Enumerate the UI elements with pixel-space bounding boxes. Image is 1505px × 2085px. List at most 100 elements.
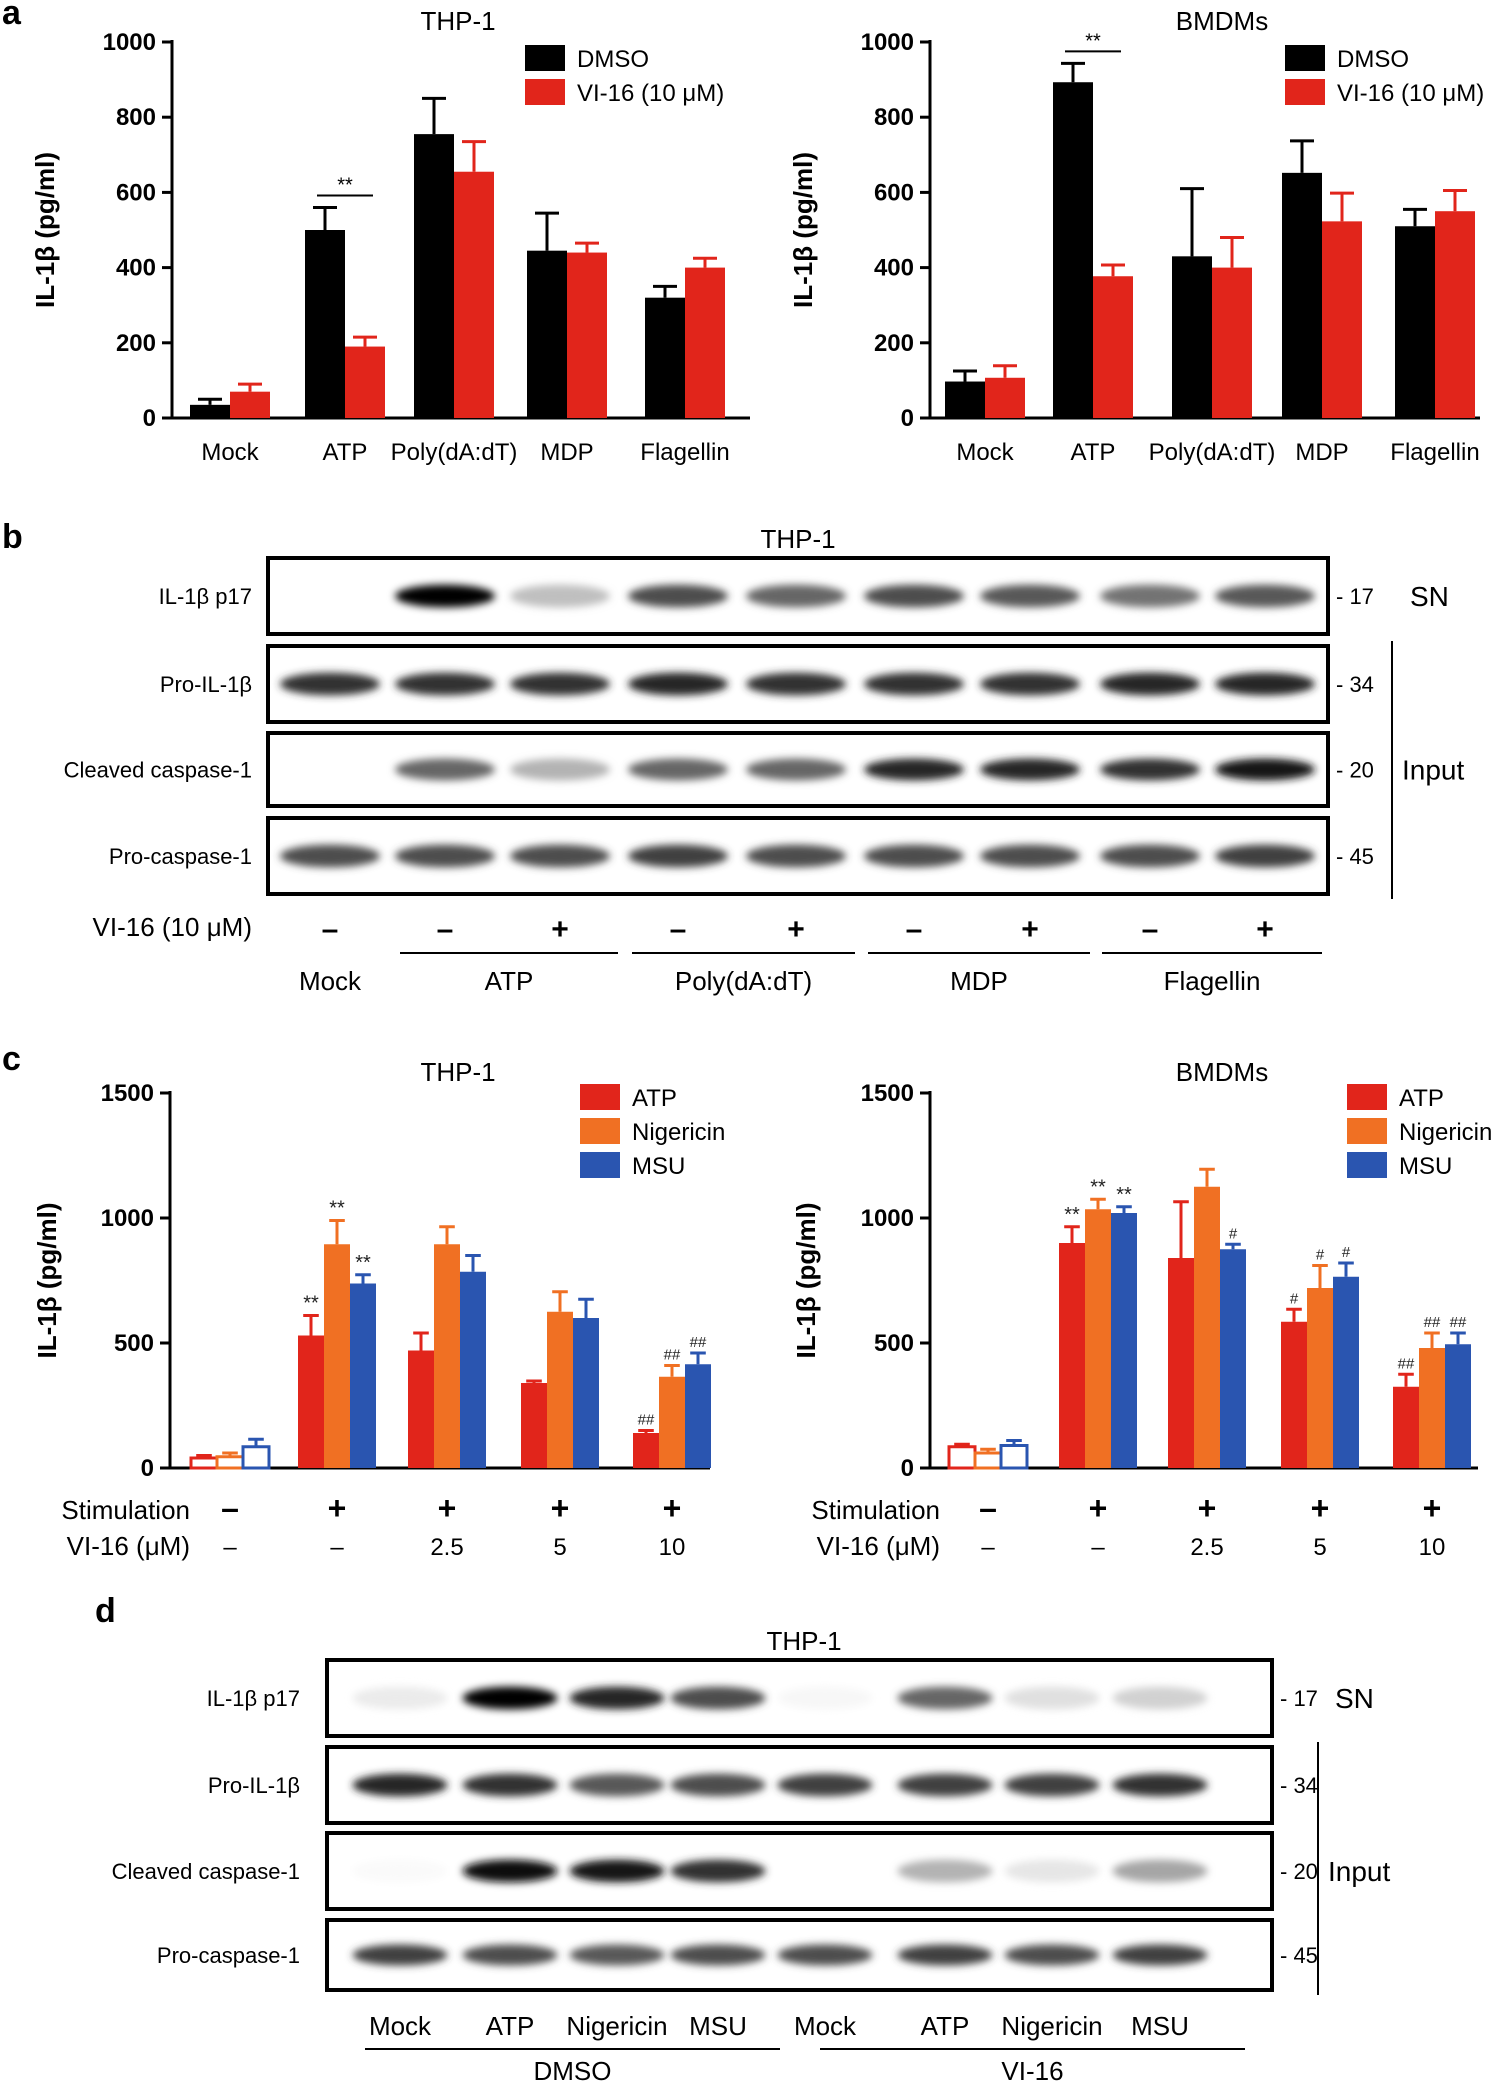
- lane-label: Nigericin: [1001, 2011, 1102, 2041]
- group-label: VI-16: [1001, 2056, 1063, 2085]
- treatment-label: VI-16 (10 μM): [93, 912, 252, 942]
- bar: [1393, 1386, 1419, 1468]
- blot-row-label: Cleaved caspase-1: [64, 758, 252, 783]
- blot-band: [462, 1944, 558, 1966]
- legend-label: Nigericin: [1399, 1119, 1492, 1146]
- legend-label: Nigericin: [632, 1119, 725, 1146]
- molecular-weight-marker: - 45: [1280, 1943, 1318, 1968]
- legend-label: ATP: [632, 1085, 677, 1112]
- input-label: Input: [1402, 755, 1464, 786]
- bar: [985, 377, 1025, 418]
- bar: [1059, 1243, 1085, 1468]
- bar: [215, 1455, 245, 1470]
- lane-label: ATP: [486, 2011, 535, 2041]
- group-label: DMSO: [534, 2056, 612, 2085]
- bar: [1445, 1344, 1471, 1468]
- dose-value: 5: [553, 1534, 566, 1561]
- legend-swatch: [525, 45, 565, 71]
- blot-band: [628, 584, 728, 608]
- bar: [454, 171, 494, 418]
- blot-band: [980, 584, 1080, 608]
- blot-band: [1215, 844, 1315, 868]
- blot-band: [746, 844, 846, 868]
- dose-value: 2.5: [430, 1534, 463, 1561]
- blot-band: [569, 1773, 665, 1797]
- blot-band: [462, 1773, 558, 1797]
- blot-band: [1100, 844, 1200, 868]
- significance-mark: **: [1085, 30, 1101, 52]
- blot-band: [980, 672, 1080, 696]
- legend-label: DMSO: [1337, 46, 1409, 73]
- lane-label: Mock: [794, 2011, 857, 2041]
- significance-mark: **: [355, 1252, 371, 1274]
- blot-band: [1004, 1773, 1100, 1797]
- bar: [1419, 1348, 1445, 1468]
- blot-band: [510, 584, 610, 608]
- bar: [414, 134, 454, 418]
- legend-swatch: [580, 1152, 620, 1178]
- y-axis-label: IL-1β (pg/ml): [30, 152, 60, 308]
- dose-value: –: [330, 1534, 344, 1561]
- group-label: Poly(dA:dT): [675, 966, 812, 996]
- significance-mark: ##: [1450, 1314, 1467, 1331]
- legend-swatch: [580, 1118, 620, 1144]
- blot-band: [510, 844, 610, 868]
- blot-band: [670, 1859, 766, 1883]
- blot-band: [280, 672, 380, 696]
- bar: [189, 1456, 219, 1470]
- lane-label: Mock: [369, 2011, 432, 2041]
- blot-band: [352, 1773, 448, 1797]
- y-tick-label: 0: [901, 405, 914, 432]
- category-label: Mock: [956, 439, 1014, 466]
- y-axis-label: IL-1β (pg/ml): [788, 152, 818, 308]
- molecular-weight-marker: - 17: [1280, 1686, 1318, 1711]
- blot-band: [864, 672, 964, 696]
- legend-label: MSU: [632, 1153, 685, 1180]
- stimulation-sign: +: [438, 1490, 457, 1526]
- blot-band: [395, 672, 495, 696]
- y-tick-label: 600: [116, 179, 156, 206]
- blot-row-label: Pro-IL-1β: [208, 1773, 300, 1798]
- bar: [1111, 1213, 1137, 1468]
- blot-band: [1215, 758, 1315, 781]
- blot-title: THP-1: [760, 524, 835, 554]
- bar: [573, 1318, 599, 1468]
- bar: [685, 1364, 711, 1468]
- group-label: Mock: [299, 966, 362, 996]
- stimulation-sign: –: [221, 1490, 239, 1526]
- bar: [324, 1244, 350, 1468]
- chart-title: BMDMs: [1176, 6, 1268, 36]
- dose-value: 2.5: [1190, 1534, 1223, 1561]
- legend-swatch: [580, 1084, 620, 1110]
- treatment-sign: +: [551, 913, 569, 946]
- blot-band: [1112, 1773, 1208, 1797]
- bar: [241, 1445, 271, 1470]
- bar: [567, 252, 607, 418]
- blot-row-label: Pro-caspase-1: [157, 1943, 300, 1968]
- blot-band: [1004, 1859, 1100, 1883]
- treatment-sign: –: [322, 913, 339, 946]
- bar: [1333, 1276, 1359, 1468]
- panel-label-c: c: [2, 1040, 21, 1078]
- bar: [999, 1444, 1029, 1470]
- blot-band: [897, 1944, 993, 1966]
- bar: [685, 267, 725, 418]
- blot-band: [569, 1686, 665, 1710]
- bar: [973, 1451, 1003, 1470]
- blot-band: [1215, 584, 1315, 608]
- blot-band: [352, 1686, 448, 1710]
- blot-band: [897, 1859, 993, 1883]
- bar: [1435, 211, 1475, 418]
- input-label: Input: [1328, 1856, 1390, 1887]
- lane-label: MSU: [689, 2011, 747, 2041]
- blot-band: [864, 844, 964, 868]
- molecular-weight-marker: - 17: [1336, 584, 1374, 609]
- blot-band: [352, 1859, 448, 1883]
- y-axis-label: IL-1β (pg/ml): [791, 1203, 821, 1359]
- blot-band: [897, 1773, 993, 1797]
- legend-label: VI-16 (10 μM): [1337, 80, 1484, 107]
- significance-mark: **: [303, 1293, 319, 1315]
- blot-band: [1100, 584, 1200, 608]
- row-label: Stimulation: [61, 1495, 190, 1525]
- treatment-sign: –: [906, 913, 923, 946]
